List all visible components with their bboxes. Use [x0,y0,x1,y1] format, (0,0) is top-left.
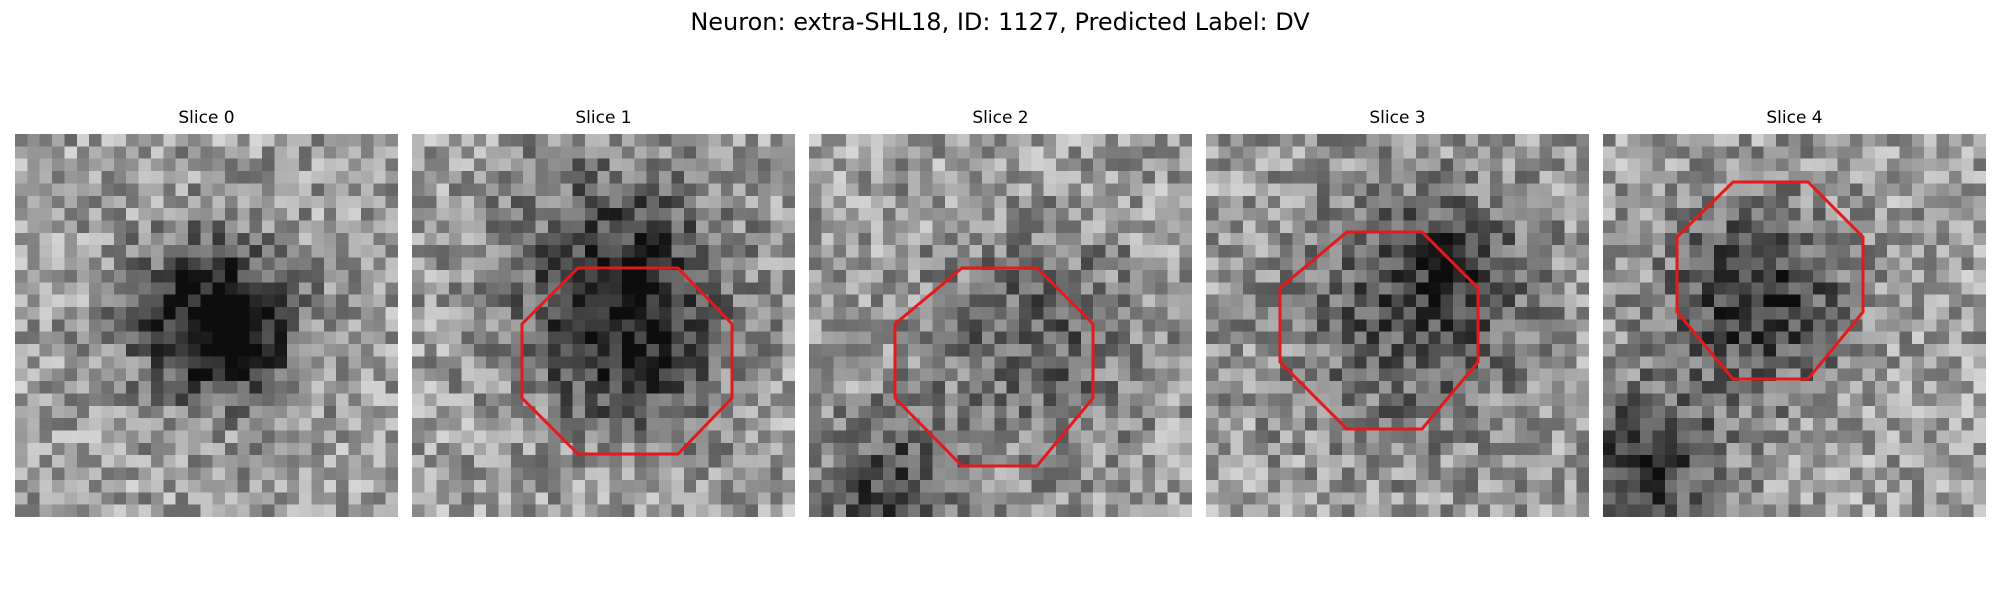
slice-title-0: Slice 0 [178,108,235,128]
roi-octagon-1 [520,266,734,456]
slice-image-3 [1206,134,1589,517]
slice-image-0 [15,134,398,517]
slice-image-2 [809,134,1192,517]
slice-title-1: Slice 1 [575,108,632,128]
slice-title-3: Slice 3 [1369,108,1426,128]
slice-panel-1: Slice 1 [412,108,795,518]
slice-image-4 [1603,134,1986,517]
slice-panel-3: Slice 3 [1206,108,1589,518]
slice-panel-2: Slice 2 [809,108,1192,518]
roi-octagon-4 [1675,180,1865,381]
figure-title: Neuron: extra-SHL18, ID: 1127, Predicted… [690,8,1310,36]
slice-title-2: Slice 2 [972,108,1029,128]
slice-panel-0: Slice 0 [15,108,398,518]
roi-octagon-2 [893,266,1095,468]
roi-octagon-3 [1278,230,1480,431]
slice-image-1 [412,134,795,517]
slice-panel-4: Slice 4 [1603,108,1986,518]
slice-title-4: Slice 4 [1766,108,1823,128]
